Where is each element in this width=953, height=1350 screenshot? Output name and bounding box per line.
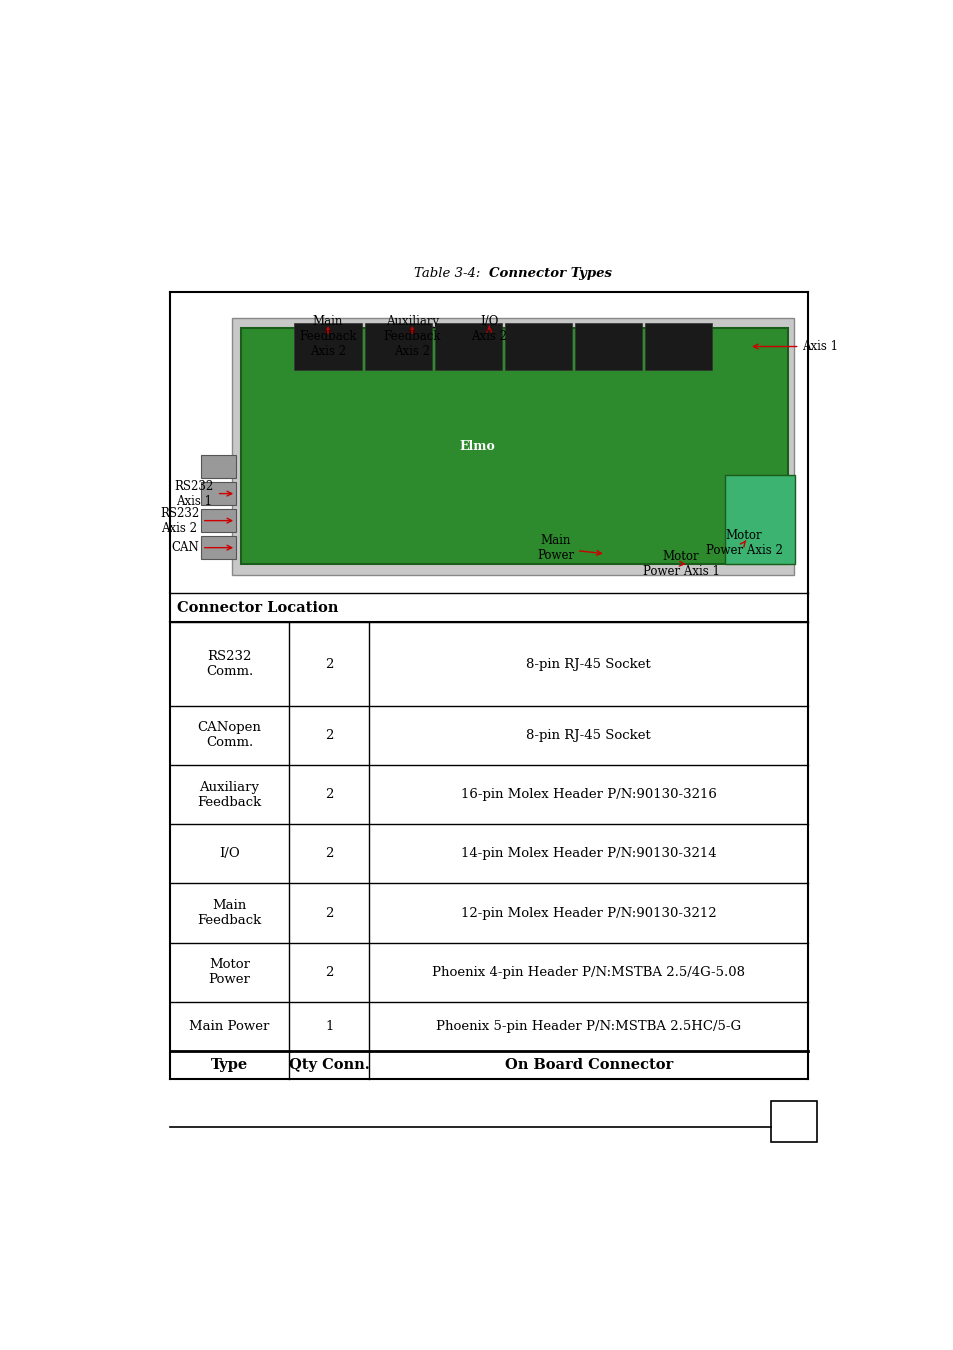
- Text: 2: 2: [325, 907, 333, 919]
- Text: 1: 1: [325, 1019, 333, 1033]
- Text: Main
Power: Main Power: [537, 535, 600, 562]
- Bar: [233, 319, 793, 575]
- Text: RS232
Axis 2: RS232 Axis 2: [160, 506, 232, 535]
- Bar: [435, 323, 501, 370]
- Text: Connector Location: Connector Location: [176, 601, 338, 616]
- Text: CAN: CAN: [172, 541, 232, 554]
- Bar: [201, 509, 235, 532]
- Text: Connector Types: Connector Types: [488, 267, 611, 279]
- Bar: [241, 328, 787, 564]
- Text: Main
Feedback
Axis 2: Main Feedback Axis 2: [299, 315, 356, 358]
- Text: I/O
Axis 2: I/O Axis 2: [471, 315, 507, 343]
- Bar: [294, 323, 361, 370]
- Text: Motor
Power Axis 2: Motor Power Axis 2: [705, 529, 781, 558]
- Bar: [771, 1100, 817, 1142]
- Text: Main
Feedback: Main Feedback: [197, 899, 261, 927]
- Text: Table 3-4:: Table 3-4:: [414, 267, 488, 279]
- Text: Qty Conn.: Qty Conn.: [289, 1058, 369, 1072]
- Bar: [724, 475, 794, 564]
- Text: RS232
Axis 1: RS232 Axis 1: [174, 479, 232, 508]
- Text: 2: 2: [325, 657, 333, 671]
- Text: Axis 1: Axis 1: [753, 340, 838, 352]
- Text: Phoenix 5-pin Header P/N:MSTBA 2.5HC/5-G: Phoenix 5-pin Header P/N:MSTBA 2.5HC/5-G: [436, 1019, 740, 1033]
- Text: Main Power: Main Power: [189, 1019, 270, 1033]
- Text: Motor
Power Axis 1: Motor Power Axis 1: [642, 549, 719, 578]
- Text: 2: 2: [325, 965, 333, 979]
- Text: 12-pin Molex Header P/N:90130-3212: 12-pin Molex Header P/N:90130-3212: [460, 907, 716, 919]
- Bar: [364, 323, 432, 370]
- Text: I/O: I/O: [219, 848, 239, 860]
- Text: Phoenix 4-pin Header P/N:MSTBA 2.5/4G-5.08: Phoenix 4-pin Header P/N:MSTBA 2.5/4G-5.…: [432, 965, 744, 979]
- Text: Auxiliary
Feedback
Axis 2: Auxiliary Feedback Axis 2: [383, 315, 440, 358]
- Text: 8-pin RJ-45 Socket: 8-pin RJ-45 Socket: [526, 729, 651, 741]
- Text: 16-pin Molex Header P/N:90130-3216: 16-pin Molex Header P/N:90130-3216: [460, 788, 716, 801]
- Bar: [201, 455, 235, 478]
- Bar: [504, 323, 572, 370]
- Text: CANopen
Comm.: CANopen Comm.: [197, 721, 261, 749]
- Text: Auxiliary
Feedback: Auxiliary Feedback: [197, 780, 261, 809]
- Text: On Board Connector: On Board Connector: [504, 1058, 672, 1072]
- Bar: [201, 536, 235, 559]
- Bar: [575, 323, 641, 370]
- Text: Type: Type: [211, 1058, 248, 1072]
- Text: 8-pin RJ-45 Socket: 8-pin RJ-45 Socket: [526, 657, 651, 671]
- Text: RS232
Comm.: RS232 Comm.: [206, 651, 253, 678]
- Text: Elmo: Elmo: [459, 440, 495, 452]
- Text: 2: 2: [325, 788, 333, 801]
- Bar: [644, 323, 712, 370]
- Text: 2: 2: [325, 848, 333, 860]
- Bar: [201, 482, 235, 505]
- Text: 14-pin Molex Header P/N:90130-3214: 14-pin Molex Header P/N:90130-3214: [460, 848, 716, 860]
- Text: Motor
Power: Motor Power: [209, 958, 250, 987]
- Text: 2: 2: [325, 729, 333, 741]
